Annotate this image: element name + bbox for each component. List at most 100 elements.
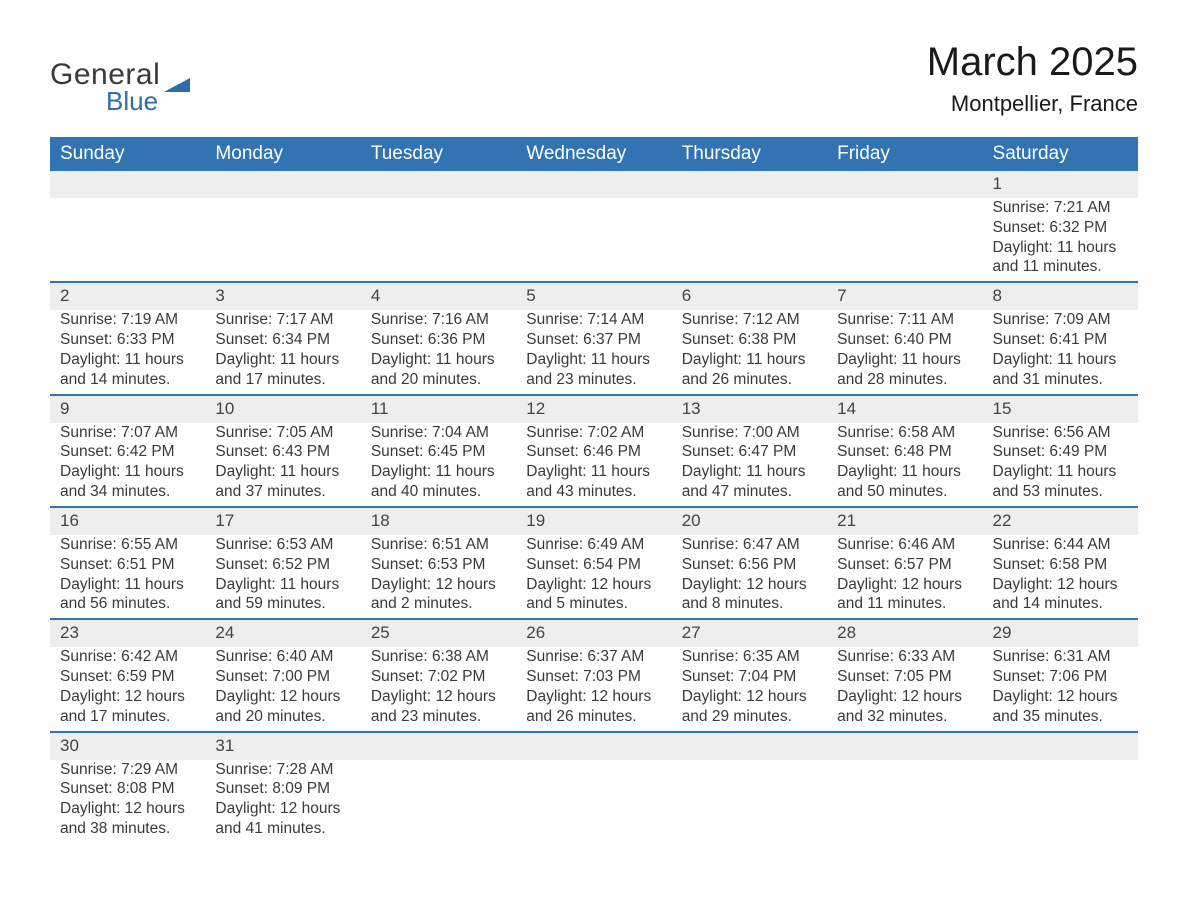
sunset-text: Sunset: 8:09 PM: [215, 779, 350, 799]
day-detail-cell: Sunrise: 6:58 AMSunset: 6:48 PMDaylight:…: [827, 423, 982, 506]
sunrise-text: Sunrise: 6:51 AM: [371, 535, 506, 555]
weekday-header-row: SundayMondayTuesdayWednesdayThursdayFrid…: [50, 137, 1138, 171]
day-detail-cell: Sunrise: 7:16 AMSunset: 6:36 PMDaylight:…: [361, 310, 516, 393]
daylight-text: Daylight: 11 hours: [993, 350, 1128, 370]
day-detail-cell: [50, 198, 205, 281]
sunset-text: Sunset: 6:57 PM: [837, 555, 972, 575]
weekday-header: Wednesday: [516, 137, 671, 171]
day-detail-cell: Sunrise: 7:19 AMSunset: 6:33 PMDaylight:…: [50, 310, 205, 393]
sunset-text: Sunset: 7:06 PM: [993, 667, 1128, 687]
sunset-text: Sunset: 7:05 PM: [837, 667, 972, 687]
day-number-cell: 1: [983, 171, 1138, 198]
daylight-text: and 17 minutes.: [60, 707, 195, 727]
sunset-text: Sunset: 6:46 PM: [526, 442, 661, 462]
day-number-cell: 19: [516, 508, 671, 535]
day-number-cell: [361, 171, 516, 198]
daylight-text: Daylight: 11 hours: [682, 462, 817, 482]
day-number-cell: 12: [516, 396, 671, 423]
daylight-text: and 2 minutes.: [371, 594, 506, 614]
day-number-cell: 25: [361, 620, 516, 647]
day-number-cell: [516, 733, 671, 760]
sunset-text: Sunset: 6:56 PM: [682, 555, 817, 575]
day-number-cell: 20: [672, 508, 827, 535]
day-detail-cell: Sunrise: 6:44 AMSunset: 6:58 PMDaylight:…: [983, 535, 1138, 618]
day-number-cell: [361, 733, 516, 760]
day-detail-cell: Sunrise: 6:40 AMSunset: 7:00 PMDaylight:…: [205, 647, 360, 730]
day-number-cell: 2: [50, 283, 205, 310]
day-number-cell: [827, 733, 982, 760]
day-number-cell: 7: [827, 283, 982, 310]
daylight-text: and 8 minutes.: [682, 594, 817, 614]
day-number-cell: [827, 171, 982, 198]
weekday-header: Sunday: [50, 137, 205, 171]
daylight-text: Daylight: 12 hours: [60, 687, 195, 707]
sunrise-text: Sunrise: 7:12 AM: [682, 310, 817, 330]
daylight-text: Daylight: 12 hours: [215, 799, 350, 819]
sunset-text: Sunset: 6:37 PM: [526, 330, 661, 350]
day-number-cell: 29: [983, 620, 1138, 647]
day-number-cell: [672, 171, 827, 198]
sunrise-text: Sunrise: 6:47 AM: [682, 535, 817, 555]
sunset-text: Sunset: 6:48 PM: [837, 442, 972, 462]
sunrise-text: Sunrise: 6:55 AM: [60, 535, 195, 555]
calendar-table: SundayMondayTuesdayWednesdayThursdayFrid…: [50, 137, 1138, 843]
month-title: March 2025: [927, 40, 1138, 85]
daylight-text: and 26 minutes.: [526, 707, 661, 727]
day-detail-cell: Sunrise: 7:07 AMSunset: 6:42 PMDaylight:…: [50, 423, 205, 506]
day-detail-cell: [983, 760, 1138, 843]
daylight-text: Daylight: 12 hours: [371, 575, 506, 595]
day-number-cell: 16: [50, 508, 205, 535]
day-detail-cell: Sunrise: 6:31 AMSunset: 7:06 PMDaylight:…: [983, 647, 1138, 730]
day-number-cell: 8: [983, 283, 1138, 310]
day-number-cell: 22: [983, 508, 1138, 535]
day-detail-cell: [361, 198, 516, 281]
day-detail-cell: Sunrise: 7:02 AMSunset: 6:46 PMDaylight:…: [516, 423, 671, 506]
day-detail-cell: Sunrise: 6:53 AMSunset: 6:52 PMDaylight:…: [205, 535, 360, 618]
sunset-text: Sunset: 6:33 PM: [60, 330, 195, 350]
sunset-text: Sunset: 7:04 PM: [682, 667, 817, 687]
daylight-text: and 17 minutes.: [215, 370, 350, 390]
daylight-text: and 31 minutes.: [993, 370, 1128, 390]
sunrise-text: Sunrise: 7:19 AM: [60, 310, 195, 330]
daylight-text: Daylight: 11 hours: [993, 238, 1128, 258]
day-number-cell: 6: [672, 283, 827, 310]
sunrise-text: Sunrise: 7:02 AM: [526, 423, 661, 443]
day-detail-row: Sunrise: 7:21 AMSunset: 6:32 PMDaylight:…: [50, 198, 1138, 281]
daylight-text: Daylight: 12 hours: [993, 575, 1128, 595]
sunrise-text: Sunrise: 6:56 AM: [993, 423, 1128, 443]
day-number-row: 1: [50, 171, 1138, 198]
daylight-text: Daylight: 11 hours: [60, 575, 195, 595]
weekday-header: Tuesday: [361, 137, 516, 171]
daylight-text: Daylight: 11 hours: [993, 462, 1128, 482]
daylight-text: and 26 minutes.: [682, 370, 817, 390]
day-detail-row: Sunrise: 6:42 AMSunset: 6:59 PMDaylight:…: [50, 647, 1138, 730]
daylight-text: and 59 minutes.: [215, 594, 350, 614]
sunrise-text: Sunrise: 6:38 AM: [371, 647, 506, 667]
day-number-cell: 4: [361, 283, 516, 310]
sunrise-text: Sunrise: 6:33 AM: [837, 647, 972, 667]
sunrise-text: Sunrise: 6:46 AM: [837, 535, 972, 555]
weekday-header: Saturday: [983, 137, 1138, 171]
daylight-text: Daylight: 11 hours: [526, 350, 661, 370]
day-number-cell: [50, 171, 205, 198]
sunset-text: Sunset: 6:53 PM: [371, 555, 506, 575]
daylight-text: Daylight: 11 hours: [60, 350, 195, 370]
sunset-text: Sunset: 6:34 PM: [215, 330, 350, 350]
sunrise-text: Sunrise: 6:35 AM: [682, 647, 817, 667]
day-detail-row: Sunrise: 7:07 AMSunset: 6:42 PMDaylight:…: [50, 423, 1138, 506]
sunset-text: Sunset: 6:47 PM: [682, 442, 817, 462]
day-number-row: 16171819202122: [50, 508, 1138, 535]
daylight-text: Daylight: 12 hours: [526, 575, 661, 595]
sunrise-text: Sunrise: 7:11 AM: [837, 310, 972, 330]
sunrise-text: Sunrise: 7:07 AM: [60, 423, 195, 443]
day-detail-cell: Sunrise: 6:55 AMSunset: 6:51 PMDaylight:…: [50, 535, 205, 618]
day-number-cell: [516, 171, 671, 198]
daylight-text: and 32 minutes.: [837, 707, 972, 727]
day-detail-cell: Sunrise: 7:05 AMSunset: 6:43 PMDaylight:…: [205, 423, 360, 506]
day-number-cell: 17: [205, 508, 360, 535]
day-detail-cell: Sunrise: 7:11 AMSunset: 6:40 PMDaylight:…: [827, 310, 982, 393]
daylight-text: and 5 minutes.: [526, 594, 661, 614]
day-detail-cell: Sunrise: 7:29 AMSunset: 8:08 PMDaylight:…: [50, 760, 205, 843]
day-detail-cell: [516, 760, 671, 843]
sunrise-text: Sunrise: 7:05 AM: [215, 423, 350, 443]
